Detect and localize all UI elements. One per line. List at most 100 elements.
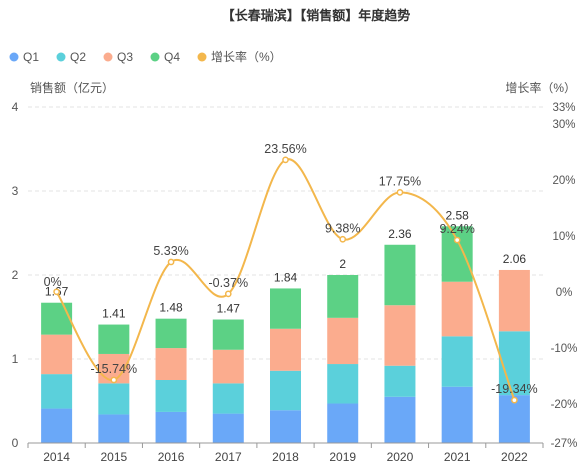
chart-legend[interactable]: Q1 Q2 Q3 Q4 增长率（%） — [9, 49, 282, 64]
growth-label-2017: -0.37% — [208, 276, 248, 290]
legend-marker-q3[interactable] — [103, 52, 113, 62]
bar-q2-2019 — [327, 364, 359, 404]
total-label-2015: 1.41 — [102, 307, 126, 321]
x-tick-label: 2021 — [444, 450, 471, 464]
y2-tick-label: 10% — [552, 231, 575, 243]
x-tick-label: 2017 — [215, 450, 242, 464]
legend-marker-q4[interactable] — [150, 52, 160, 62]
growth-label-2019: 9.38% — [325, 221, 360, 235]
total-label-2020: 2.36 — [388, 227, 412, 241]
growth-label-2022: -19.34% — [491, 382, 538, 396]
growth-label-2015: -15.74% — [91, 362, 138, 376]
bar-q2-2020 — [384, 365, 416, 397]
bar-q2-2017 — [212, 383, 244, 414]
bar-q2-2016 — [155, 380, 187, 412]
total-label-2016: 1.48 — [159, 301, 183, 315]
bar-series — [41, 226, 530, 443]
bar-q1-2021 — [441, 386, 473, 443]
bar-q1-2014 — [41, 408, 73, 443]
bar-q1-2015 — [98, 414, 130, 443]
bar-q1-2018 — [270, 410, 301, 443]
growth-point-2016 — [167, 258, 175, 266]
growth-point-2022 — [511, 396, 518, 404]
bar-q3-2019 — [327, 317, 359, 365]
bar-q4-2016 — [155, 318, 187, 349]
total-label-2017: 1.47 — [217, 302, 241, 316]
y2-tick-label: 0% — [556, 287, 573, 299]
bar-q4-2014 — [41, 302, 73, 335]
bar-q3-2020 — [384, 305, 416, 366]
y-tick-label: 1 — [12, 352, 19, 366]
bar-q4-2020 — [384, 244, 416, 306]
x-tick-label: 2022 — [501, 450, 528, 464]
legend-marker-q1[interactable] — [9, 52, 19, 62]
y2-tick-label: 33% — [552, 102, 575, 114]
legend-label-growth[interactable]: 增长率（%） — [211, 49, 282, 64]
bar-q3-2021 — [441, 281, 473, 337]
legend-label-q1[interactable]: Q1 — [23, 50, 39, 64]
y-tick-label: 0 — [12, 436, 19, 450]
growth-label-2021: 9.24% — [439, 222, 474, 236]
growth-point-2021 — [453, 236, 461, 244]
legend-marker-growth[interactable] — [197, 52, 207, 62]
bar-q4-2015 — [98, 324, 130, 354]
total-label-2021: 2.58 — [445, 208, 469, 222]
bar-q2-2018 — [270, 370, 301, 411]
x-tick-label: 2018 — [272, 450, 299, 464]
growth-label-2016: 5.33% — [153, 244, 188, 258]
legend-label-q4[interactable]: Q4 — [164, 50, 180, 64]
growth-point-2020 — [396, 189, 404, 196]
bar-q2-2022 — [498, 331, 530, 396]
growth-point-2015 — [110, 376, 118, 384]
total-label-2022: 2.06 — [503, 252, 527, 266]
bar-q3-2017 — [212, 349, 244, 384]
y-axis-title: 销售额（亿元） — [30, 80, 114, 95]
bar-q4-2021 — [441, 226, 473, 282]
legend-label-q2[interactable]: Q2 — [70, 50, 86, 64]
x-tick-label: 2019 — [329, 450, 356, 464]
bar-q2-2015 — [98, 383, 130, 415]
bar-q4-2019 — [327, 275, 359, 318]
bar-q4-2017 — [212, 319, 244, 350]
bar-q1-2016 — [155, 411, 187, 443]
chart-title: 【长春瑞滨】【销售额】年度趋势 — [222, 8, 411, 23]
x-tick-label: 2014 — [43, 450, 70, 464]
bar-q3-2016 — [155, 348, 187, 380]
total-label-2018: 1.84 — [274, 270, 298, 284]
bar-q3-2022 — [498, 269, 530, 332]
y2-tick-label: -10% — [551, 343, 578, 355]
bar-q3-2018 — [270, 328, 301, 371]
x-tick-label: 2020 — [387, 450, 414, 464]
x-tick-label: 2016 — [158, 450, 185, 464]
y2-tick-label: 20% — [552, 175, 575, 187]
growth-label-2018: 23.56% — [264, 142, 306, 156]
bar-q1-2020 — [384, 396, 416, 443]
growth-point-2019 — [339, 235, 347, 243]
growth-line-series: 0% -15.74% 5.33% -0.37% 23.56% 9.38% 17.75% 9.2… — [44, 142, 538, 404]
bar-q1-2017 — [212, 413, 244, 443]
y2-tick-label: -27% — [551, 438, 578, 450]
y-tick-label: 3 — [12, 184, 19, 198]
y2-tick-label: -20% — [551, 399, 578, 411]
bar-q3-2014 — [41, 334, 73, 375]
legend-marker-q2[interactable] — [56, 52, 66, 62]
growth-label-2014: 0% — [44, 275, 62, 289]
growth-point-2018 — [282, 156, 289, 164]
bar-q2-2014 — [41, 374, 73, 409]
growth-point-2014 — [53, 288, 60, 296]
y-tick-label: 2 — [12, 268, 19, 282]
total-label-2019: 2 — [339, 257, 346, 271]
y2-tick-label: 30% — [552, 119, 575, 131]
y-tick-label: 4 — [12, 100, 19, 114]
growth-label-2020: 17.75% — [379, 174, 421, 188]
bar-q4-2018 — [270, 288, 301, 329]
y2-axis-title: 增长率（%） — [505, 80, 576, 95]
bar-q2-2021 — [441, 336, 473, 387]
x-tick-label: 2015 — [100, 450, 127, 464]
legend-label-q3[interactable]: Q3 — [117, 50, 133, 64]
bar-q1-2019 — [327, 403, 359, 443]
growth-point-2017 — [224, 290, 232, 298]
